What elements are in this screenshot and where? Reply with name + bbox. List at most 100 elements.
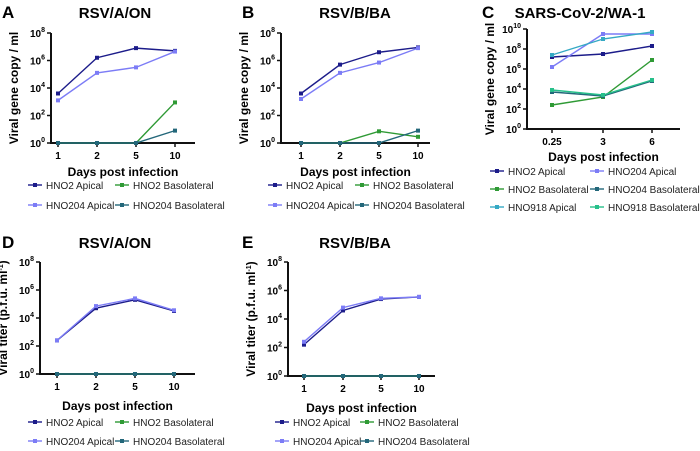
legend-label: HNO918 Basolateral <box>608 203 700 214</box>
data-point-hno918-apical <box>650 30 654 34</box>
data-point-hno204-basolateral <box>94 372 98 376</box>
data-point-hno918-basolateral <box>650 78 654 82</box>
y-tick-exponent: 6 <box>517 63 521 70</box>
y-tick-label: 100 <box>19 368 34 381</box>
y-axis-label-end: ) <box>244 261 258 265</box>
y-tick-label: 106 <box>19 284 34 297</box>
data-point-hno2-apical <box>134 46 138 51</box>
data-point-hno204-apical <box>95 70 99 75</box>
y-tick-exponent: 8 <box>30 256 34 263</box>
y-tick-exponent: 4 <box>517 83 521 90</box>
y-axis-label-text: Viral titer (p.f.u. ml <box>0 271 10 376</box>
legend-label: HNO204 Basolateral <box>133 201 225 212</box>
data-point-hno204-apical <box>601 32 605 36</box>
legend-marker <box>365 420 369 424</box>
data-point-hno2-basolateral <box>416 134 420 139</box>
legend-label: HNO2 Apical <box>46 418 103 429</box>
legend-label: HNO204 Basolateral <box>608 185 700 196</box>
legend-label: HNO2 Apical <box>508 167 565 178</box>
data-point-hno204-apical <box>55 338 59 343</box>
y-tick-label: 1010 <box>502 23 521 36</box>
legend-item: HNO2 Basolateral <box>490 185 589 196</box>
legend-label: HNO204 Basolateral <box>373 201 465 212</box>
legend-marker <box>495 205 499 209</box>
y-axis-label-text: Viral titer (p.f.u. ml <box>244 272 258 377</box>
data-point-hno2-apical <box>338 62 342 67</box>
y-axis-label: Viral titer (p.f.u. ml-1) <box>244 261 258 376</box>
y-tick-exponent: 2 <box>41 110 45 117</box>
y-tick-label: 102 <box>19 340 34 353</box>
y-tick-base: 10 <box>506 85 518 96</box>
y-tick-label: 102 <box>30 110 45 123</box>
y-tick-exponent: 4 <box>271 82 275 89</box>
y-tick-exponent: 2 <box>30 340 34 347</box>
x-tick-label: 5 <box>378 384 384 395</box>
series-line-hno204-apical <box>56 297 175 341</box>
y-tick-exponent: 0 <box>41 137 45 144</box>
y-tick-exponent: 0 <box>271 137 275 144</box>
data-point-hno2-apical <box>650 44 654 48</box>
x-tick-label: 10 <box>169 151 181 162</box>
legend-marker <box>273 203 277 207</box>
data-point-hno204-basolateral <box>416 128 420 133</box>
legend-label: HNO2 Apical <box>293 418 350 429</box>
legend-marker <box>120 183 124 187</box>
y-tick-base: 10 <box>19 258 31 269</box>
panel-letter: B <box>242 3 254 22</box>
legend-marker <box>365 439 369 443</box>
legend-item: HNO918 Apical <box>490 203 576 214</box>
legend-label: HNO204 Basolateral <box>133 437 225 448</box>
y-tick-label: 104 <box>267 313 282 326</box>
legend-marker <box>33 203 37 207</box>
legend-item: HNO204 Basolateral <box>590 185 700 196</box>
x-tick-label: 2 <box>337 151 343 162</box>
y-tick-base: 10 <box>502 25 514 36</box>
legend-item: HNO204 Basolateral <box>115 201 225 212</box>
y-axis-label-text: Viral gene copy / ml <box>483 23 497 136</box>
y-tick-label: 108 <box>19 256 34 269</box>
x-tick-label: 2 <box>94 151 100 162</box>
legend-label: HNO2 Basolateral <box>133 418 214 429</box>
y-axis-label: Viral titer (p.f.u. ml-1) <box>0 260 10 375</box>
panel-letter: A <box>2 3 14 22</box>
x-tick-label: 5 <box>376 151 382 162</box>
y-tick-base: 10 <box>267 258 279 269</box>
series-line-hno204-apical <box>57 50 176 101</box>
legend-item: HNO204 Apical <box>268 201 354 212</box>
data-point-hno204-basolateral <box>172 372 176 376</box>
y-tick-exponent: 2 <box>271 110 275 117</box>
y-tick-base: 10 <box>506 65 518 76</box>
data-point-hno204-apical <box>133 296 137 301</box>
data-point-hno204-apical <box>299 97 303 101</box>
x-tick-label: 3 <box>600 137 606 148</box>
x-tick-label: 2 <box>93 382 99 393</box>
series-line-hno2-apical <box>303 296 420 346</box>
x-tick-label: 1 <box>298 151 304 162</box>
x-tick-label: 2 <box>340 384 346 395</box>
y-tick-exponent: 8 <box>41 27 45 34</box>
y-tick-label: 108 <box>267 256 282 269</box>
data-point-hno2-apical <box>377 50 381 55</box>
y-tick-base: 10 <box>30 84 42 95</box>
y-tick-label: 106 <box>260 55 275 68</box>
x-tick-label: 6 <box>649 137 655 148</box>
data-point-hno204-apical <box>550 65 554 69</box>
legend-item: HNO2 Apical <box>490 167 565 178</box>
y-tick-label: 100 <box>260 137 275 150</box>
legend-marker <box>495 169 499 173</box>
y-tick-label: 108 <box>506 43 521 56</box>
data-point-hno204-apical <box>379 296 383 301</box>
y-tick-base: 10 <box>19 342 31 353</box>
x-tick-label: 10 <box>413 384 425 395</box>
legend-item: HNO204 Apical <box>28 201 114 212</box>
data-point-hno204-apical <box>56 98 60 103</box>
legend-item: HNO204 Apical <box>275 437 361 448</box>
y-tick-label: 102 <box>267 342 282 355</box>
y-axis-label-text: Viral gene copy / ml <box>7 32 21 145</box>
legend-marker <box>595 205 599 209</box>
data-point-hno204-apical <box>338 70 342 75</box>
legend-marker <box>595 187 599 191</box>
y-tick-base: 10 <box>19 314 31 325</box>
y-axis-label: Viral gene copy / ml <box>237 32 251 145</box>
y-tick-exponent: 8 <box>278 256 282 263</box>
